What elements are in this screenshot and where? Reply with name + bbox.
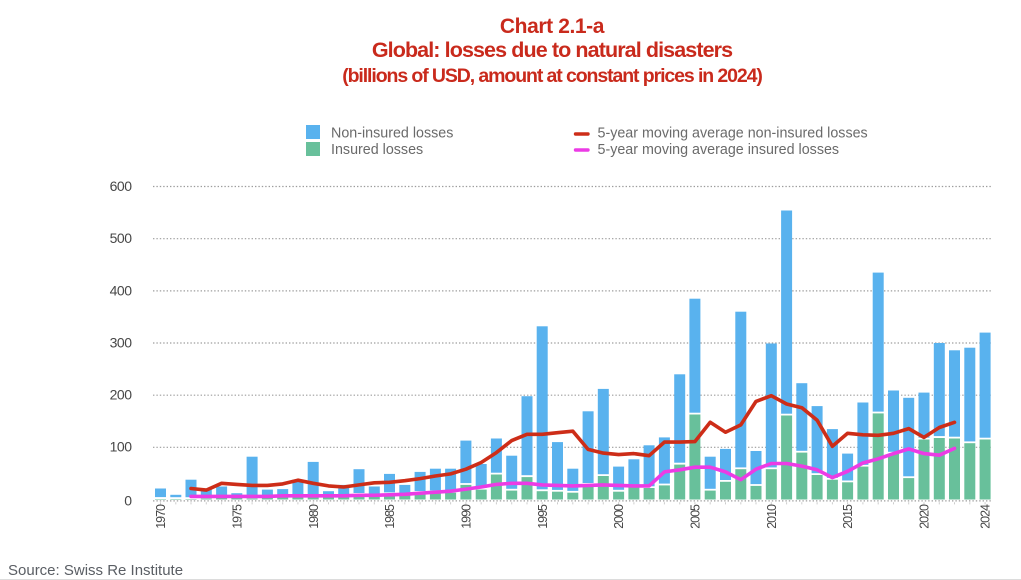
svg-text:2020: 2020 [918,504,932,529]
svg-text:(billions of USD, amount at co: (billions of USD, amount at constant pri… [342,65,762,87]
svg-text:2000: 2000 [612,504,626,529]
svg-text:100: 100 [110,439,133,455]
svg-text:600: 600 [110,178,133,194]
svg-text:1975: 1975 [230,504,244,529]
svg-text:1990: 1990 [460,504,474,529]
svg-text:Chart 2.1-a: Chart 2.1-a [500,15,605,38]
svg-text:2010: 2010 [765,504,779,529]
svg-text:5-year moving average insured: 5-year moving average insured losses [598,142,840,158]
svg-text:0: 0 [124,492,132,508]
svg-text:400: 400 [110,282,133,298]
svg-text:2015: 2015 [841,504,855,529]
svg-text:1985: 1985 [383,504,397,529]
svg-text:Insured losses: Insured losses [331,142,423,158]
svg-text:Global: losses due to natural: Global: losses due to natural disasters [372,38,733,62]
svg-text:Non-insured losses: Non-insured losses [331,126,453,142]
svg-text:200: 200 [110,387,133,403]
svg-text:5-year moving average non-insu: 5-year moving average non-insured losses [598,126,868,142]
svg-text:1995: 1995 [536,504,550,529]
svg-text:2005: 2005 [689,504,703,529]
svg-text:Source: Swiss Re Institute: Source: Swiss Re Institute [8,562,183,579]
svg-text:2024: 2024 [979,504,993,529]
svg-text:500: 500 [110,230,133,246]
svg-text:1970: 1970 [154,504,168,529]
svg-text:300: 300 [110,334,133,350]
svg-text:1980: 1980 [307,504,321,529]
